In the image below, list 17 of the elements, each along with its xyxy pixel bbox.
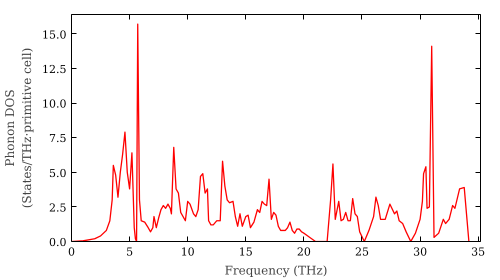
y-tick-label: 0.0 bbox=[49, 236, 67, 249]
x-tick-label: 35 bbox=[471, 246, 486, 258]
x-tick-label: 5 bbox=[126, 246, 134, 258]
y-tick-label: 10.0 bbox=[42, 98, 67, 111]
x-tick-label: 25 bbox=[354, 246, 369, 258]
y-axis-title: Phonon DOS (States/THz·primitive cell) bbox=[3, 48, 34, 208]
x-tick-label: 15 bbox=[238, 246, 253, 258]
x-axis-title: Frequency (THz) bbox=[224, 264, 328, 278]
y-tick-label: 15.0 bbox=[42, 28, 67, 42]
y-tick-label: 12.5 bbox=[42, 62, 67, 76]
x-tick-label: 0 bbox=[68, 246, 75, 258]
y-tick-label: 2.5 bbox=[49, 201, 67, 214]
x-tick-label: 30 bbox=[413, 246, 428, 258]
y-tick-label: 7.5 bbox=[49, 132, 67, 146]
y-tick-label: 5.0 bbox=[49, 166, 67, 180]
x-tick-label: 20 bbox=[296, 246, 311, 258]
x-tick-label: 10 bbox=[180, 246, 195, 258]
